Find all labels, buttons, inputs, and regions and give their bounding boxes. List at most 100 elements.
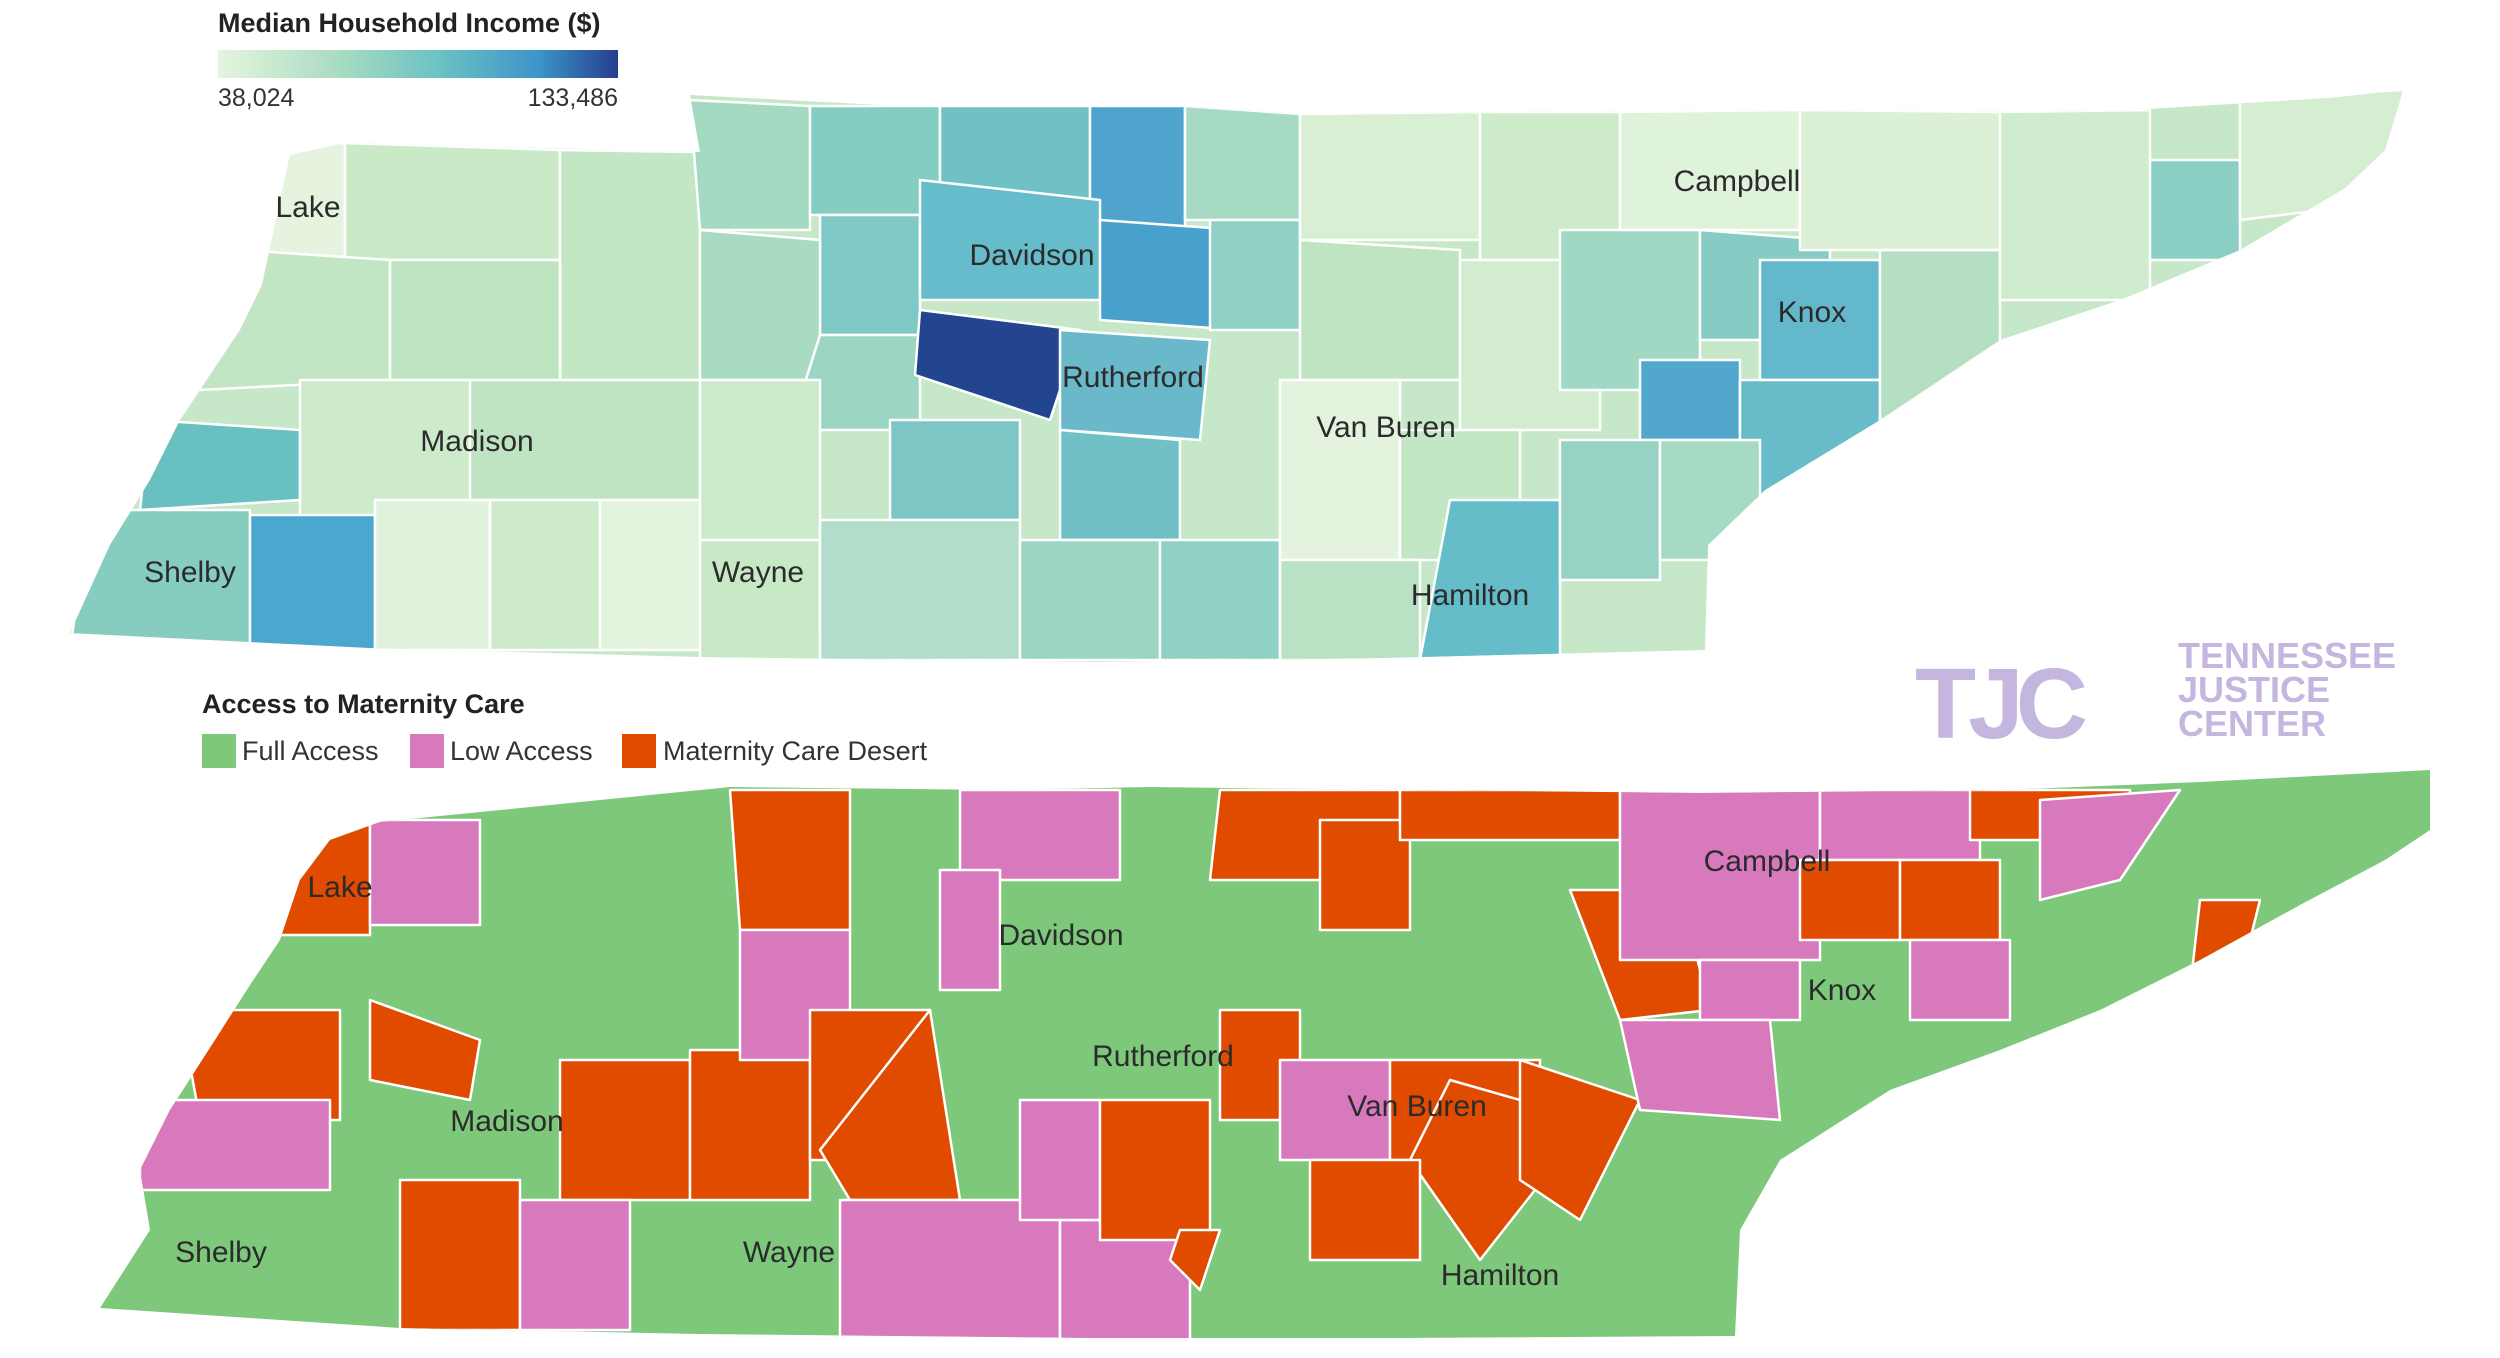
- county-income: [1278, 558, 1422, 662]
- county-income: [598, 498, 702, 652]
- label-wayne-maternity: Wayne: [743, 1236, 835, 1269]
- county-income: [138, 418, 302, 512]
- label-davidson-maternity: Davidson: [998, 919, 1123, 952]
- tjc-logo: TJC TENNESSEE JUSTICE CENTER: [1915, 635, 2396, 760]
- county-income: [488, 498, 602, 652]
- income-legend: Median Household Income ($) 38,024 133,4…: [218, 8, 618, 112]
- income-legend-min: 38,024: [218, 84, 295, 112]
- county-maternity: [1308, 1158, 1422, 1262]
- label-knox-maternity: Knox: [1808, 974, 1876, 1007]
- county-income: [1638, 358, 1742, 442]
- label-madison: Madison: [420, 425, 533, 458]
- county-fayette-income: [248, 513, 377, 652]
- county-maternity: [1018, 1098, 1102, 1222]
- county-maternity: [838, 1198, 1062, 1338]
- county-maternity: [2038, 788, 2182, 902]
- county-income: [1183, 104, 1302, 222]
- maternity-map: [100, 770, 2430, 1338]
- county-maternity: [368, 998, 482, 1102]
- county-maternity: [1518, 1058, 1642, 1222]
- county-income: [2148, 158, 2242, 262]
- label-lake-maternity: Lake: [307, 871, 372, 904]
- county-income: [1158, 538, 1282, 662]
- county-income: [688, 98, 812, 232]
- label-wayne: Wayne: [712, 556, 804, 589]
- county-income: [1208, 218, 1302, 332]
- label-shelby: Shelby: [144, 556, 236, 589]
- label-hamilton: Hamilton: [1411, 579, 1529, 612]
- county-williamson-income: [913, 308, 1082, 422]
- label-campbell-maternity: Campbell: [1704, 845, 1831, 878]
- county-income: [558, 148, 702, 382]
- label-campbell: Campbell: [1674, 165, 1801, 198]
- county-income: [888, 418, 1022, 522]
- income-legend-title: Median Household Income ($): [218, 8, 601, 38]
- income-color-scale: [218, 50, 618, 78]
- county-maternity: [1908, 938, 2012, 1022]
- label-shelby-maternity: Shelby: [175, 1236, 267, 1269]
- county-maternity: [728, 788, 852, 932]
- label-davidson: Davidson: [969, 239, 1094, 272]
- county-income: [818, 213, 922, 337]
- county-income: [1798, 108, 2002, 252]
- label-knox: Knox: [1778, 296, 1846, 329]
- legend-label-low-access: Low Access: [450, 736, 593, 766]
- county-rutherford-income: [1058, 328, 1212, 442]
- county-income: [1018, 538, 1162, 662]
- county-maternity: [938, 868, 1002, 992]
- legend-swatch-low-access: [410, 734, 444, 768]
- legend-swatch-full-access: [202, 734, 236, 768]
- logo-line2: JUSTICE: [2178, 669, 2330, 710]
- maternity-legend: Access to Maternity Care Full Access Low…: [202, 689, 928, 768]
- label-hamilton-maternity: Hamilton: [1441, 1259, 1559, 1292]
- legend-label-desert: Maternity Care Desert: [663, 736, 928, 766]
- label-madison-maternity: Madison: [450, 1105, 563, 1138]
- label-van-buren-maternity: Van Buren: [1347, 1090, 1487, 1123]
- county-maternity: [1168, 1228, 1222, 1292]
- county-maternity: [558, 1058, 692, 1202]
- logo-line1: TENNESSEE: [2178, 635, 2396, 676]
- county-income: [1278, 378, 1402, 562]
- county-income: [1298, 110, 1482, 242]
- income-legend-max: 133,486: [528, 84, 618, 112]
- county-income: [1998, 108, 2152, 302]
- county-income: [388, 258, 562, 382]
- label-lake: Lake: [275, 191, 340, 224]
- county-income: [1558, 438, 1662, 582]
- county-income: [2238, 90, 2403, 222]
- logo-line3: CENTER: [2178, 703, 2326, 744]
- county-income: [698, 378, 822, 542]
- county-income: [1298, 238, 1462, 382]
- county-maternity: [178, 1008, 342, 1122]
- county-maternity: [1098, 1098, 1212, 1242]
- county-maternity: [398, 1178, 522, 1332]
- county-income: [1058, 428, 1182, 542]
- label-rutherford: Rutherford: [1062, 361, 1204, 394]
- county-income: [1658, 438, 1762, 562]
- county-income: [1878, 248, 2002, 422]
- label-van-buren: Van Buren: [1316, 411, 1456, 444]
- county-income: [343, 141, 562, 262]
- income-map: [70, 90, 2403, 662]
- county-income: [198, 248, 392, 392]
- county-maternity: [1398, 788, 1622, 842]
- county-maternity: [1818, 788, 1982, 862]
- county-maternity: [1318, 818, 1412, 932]
- county-income: [698, 228, 822, 382]
- legend-swatch-desert: [622, 734, 656, 768]
- logo-mark: TJC: [1915, 648, 2086, 760]
- county-maternity: [1898, 858, 2002, 942]
- county-income: [373, 498, 492, 652]
- label-rutherford-maternity: Rutherford: [1092, 1040, 1234, 1073]
- county-maternity: [2188, 898, 2262, 992]
- county-maternity: [1698, 958, 1802, 1022]
- legend-label-full-access: Full Access: [242, 736, 379, 766]
- county-maternity: [688, 1048, 812, 1202]
- maternity-legend-title: Access to Maternity Care: [202, 689, 525, 719]
- county-income: [818, 518, 1022, 662]
- county-maternity: [138, 1098, 332, 1192]
- county-maternity: [1618, 1018, 1782, 1122]
- county-maternity: [958, 788, 1122, 882]
- county-maternity: [518, 1198, 632, 1332]
